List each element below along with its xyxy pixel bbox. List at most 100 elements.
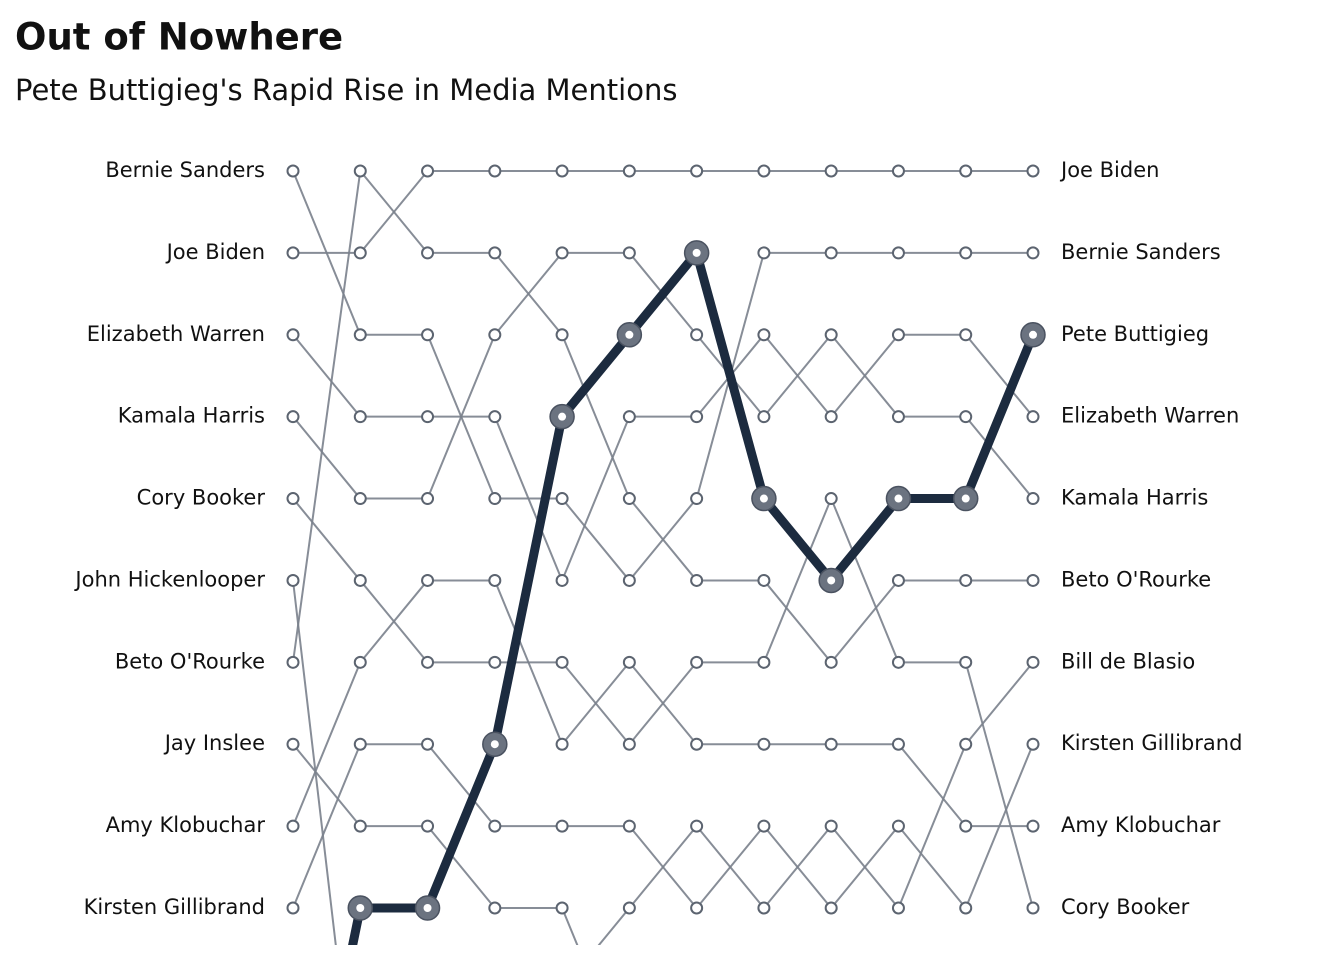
point bbox=[286, 737, 300, 751]
point bbox=[622, 819, 636, 833]
point bbox=[555, 164, 569, 178]
point bbox=[959, 328, 973, 342]
point bbox=[488, 410, 502, 424]
point-dot bbox=[625, 330, 634, 339]
point bbox=[824, 492, 838, 506]
point bbox=[421, 410, 435, 424]
series-line bbox=[292, 170, 1033, 664]
point bbox=[555, 328, 569, 342]
point bbox=[1026, 737, 1040, 751]
point bbox=[555, 819, 569, 833]
point bbox=[824, 410, 838, 424]
series-line bbox=[292, 580, 337, 945]
point-dot bbox=[1029, 330, 1037, 339]
point bbox=[353, 328, 367, 342]
point bbox=[353, 573, 367, 587]
right-label: Bernie Sanders bbox=[1061, 240, 1221, 264]
point bbox=[555, 655, 569, 669]
point bbox=[488, 164, 502, 178]
point bbox=[757, 901, 771, 915]
point bbox=[286, 410, 300, 424]
point bbox=[286, 164, 300, 178]
chart-subtitle: Pete Buttigieg's Rapid Rise in Media Men… bbox=[15, 73, 677, 107]
point bbox=[286, 819, 300, 833]
point-dot bbox=[827, 576, 836, 585]
point bbox=[353, 492, 367, 506]
point bbox=[690, 655, 704, 669]
point bbox=[690, 492, 704, 506]
point bbox=[421, 246, 435, 260]
point bbox=[1026, 246, 1040, 260]
point bbox=[286, 573, 300, 587]
point bbox=[690, 819, 704, 833]
point bbox=[555, 573, 569, 587]
point bbox=[824, 737, 838, 751]
point bbox=[959, 901, 973, 915]
point bbox=[757, 246, 771, 260]
point bbox=[959, 819, 973, 833]
left-label: John Hickenlooper bbox=[73, 567, 265, 591]
point bbox=[421, 655, 435, 669]
right-label: Elizabeth Warren bbox=[1061, 404, 1239, 428]
point bbox=[555, 901, 569, 915]
point bbox=[1026, 819, 1040, 833]
left-label: Elizabeth Warren bbox=[87, 322, 265, 346]
point bbox=[690, 901, 704, 915]
point-dot bbox=[692, 248, 701, 257]
point bbox=[488, 492, 502, 506]
point bbox=[622, 655, 636, 669]
left-label: Joe Biden bbox=[165, 240, 265, 264]
point bbox=[891, 655, 905, 669]
point bbox=[757, 164, 771, 178]
point bbox=[555, 492, 569, 506]
point bbox=[555, 737, 569, 751]
point bbox=[353, 410, 367, 424]
point bbox=[891, 573, 905, 587]
series-line bbox=[292, 170, 1033, 582]
point bbox=[286, 492, 300, 506]
point bbox=[891, 246, 905, 260]
series-line bbox=[292, 743, 579, 945]
right-label: Joe Biden bbox=[1059, 158, 1159, 182]
point bbox=[622, 410, 636, 424]
point bbox=[824, 655, 838, 669]
point-dot bbox=[759, 494, 768, 503]
point bbox=[421, 492, 435, 506]
point bbox=[1026, 492, 1040, 506]
left-label: Kirsten Gillibrand bbox=[84, 895, 265, 919]
point bbox=[891, 164, 905, 178]
right-label: Kirsten Gillibrand bbox=[1061, 731, 1242, 755]
point bbox=[824, 246, 838, 260]
point bbox=[959, 737, 973, 751]
series-line bbox=[293, 170, 1033, 254]
point bbox=[690, 328, 704, 342]
point bbox=[959, 573, 973, 587]
point bbox=[286, 246, 300, 260]
point bbox=[421, 819, 435, 833]
left-label: Kamala Harris bbox=[118, 404, 265, 428]
point bbox=[891, 328, 905, 342]
right-label: Cory Booker bbox=[1061, 895, 1190, 919]
point bbox=[757, 655, 771, 669]
right-label: Kamala Harris bbox=[1061, 486, 1208, 510]
point bbox=[622, 737, 636, 751]
point bbox=[1026, 410, 1040, 424]
point bbox=[1026, 164, 1040, 178]
point-dot bbox=[558, 412, 567, 421]
point bbox=[421, 737, 435, 751]
point bbox=[757, 410, 771, 424]
point bbox=[622, 573, 636, 587]
point bbox=[690, 573, 704, 587]
series-line bbox=[292, 579, 1033, 828]
point bbox=[891, 410, 905, 424]
point bbox=[757, 573, 771, 587]
point-dot bbox=[490, 740, 499, 749]
point bbox=[959, 246, 973, 260]
point bbox=[1026, 901, 1040, 915]
point bbox=[690, 410, 704, 424]
point bbox=[891, 737, 905, 751]
point bbox=[959, 655, 973, 669]
point bbox=[286, 655, 300, 669]
point-dot bbox=[894, 494, 903, 503]
